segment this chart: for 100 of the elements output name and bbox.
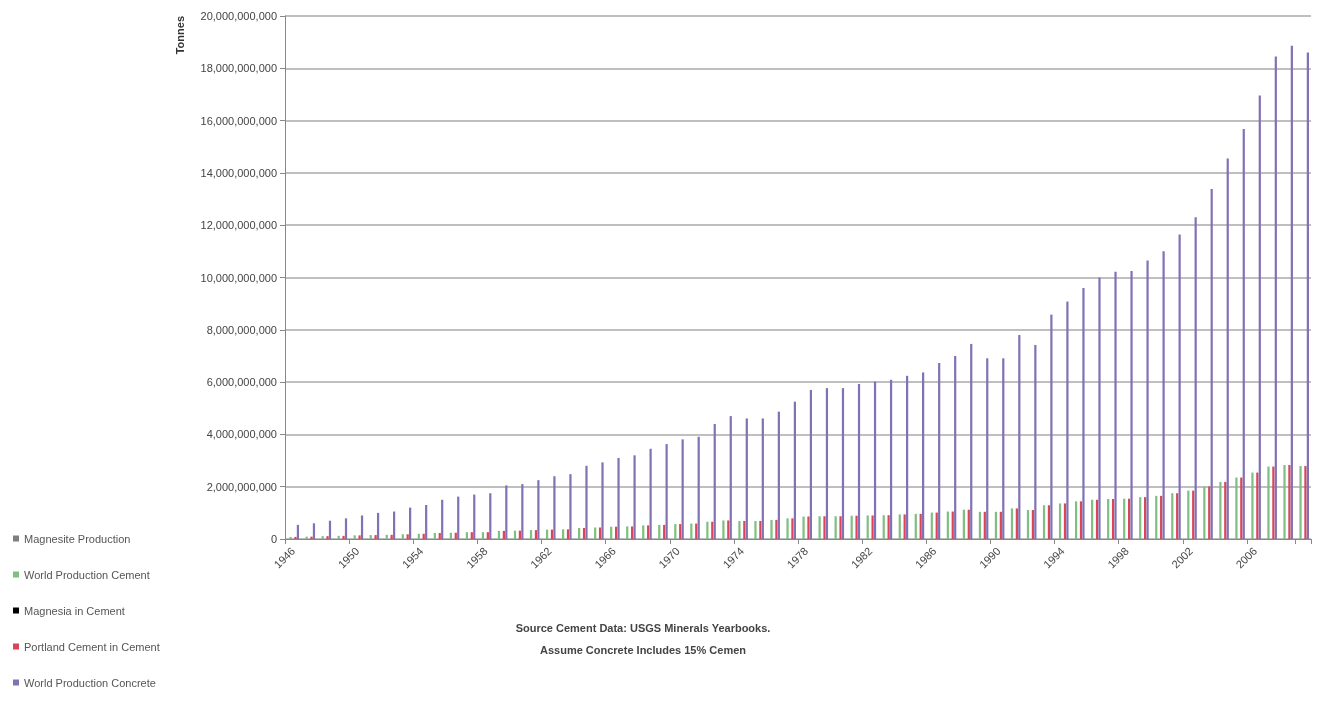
bar xyxy=(1047,505,1051,539)
bar xyxy=(438,532,441,539)
bar xyxy=(674,524,677,539)
bar xyxy=(1042,505,1046,539)
bar xyxy=(823,516,826,539)
bar xyxy=(1219,481,1222,539)
bar xyxy=(791,518,794,539)
bar xyxy=(1146,260,1149,539)
bar xyxy=(839,516,842,539)
bar xyxy=(433,532,436,539)
bar xyxy=(938,363,941,539)
text: Assume Concrete Includes 15% Cemen xyxy=(539,643,747,656)
bar xyxy=(376,512,380,539)
bar xyxy=(310,536,313,539)
bar xyxy=(633,455,636,539)
bar xyxy=(759,520,762,539)
bar xyxy=(738,520,741,539)
bar xyxy=(1155,495,1158,539)
bar xyxy=(922,372,925,539)
bar xyxy=(1160,495,1163,539)
bar xyxy=(807,516,810,539)
bar xyxy=(770,519,773,539)
bar xyxy=(1208,486,1211,539)
bar xyxy=(1306,52,1309,539)
y-tick-label: 4,000,000,000 xyxy=(206,428,277,441)
bar xyxy=(1066,301,1069,539)
bar xyxy=(294,536,297,539)
bar xyxy=(1144,497,1147,539)
bar xyxy=(745,418,748,539)
bar xyxy=(626,526,629,539)
bar xyxy=(1274,56,1277,539)
bar xyxy=(305,536,308,539)
bar xyxy=(857,383,861,539)
bar xyxy=(1063,503,1067,539)
bar xyxy=(1235,477,1238,539)
bar xyxy=(855,515,858,539)
bar xyxy=(871,515,874,539)
bar xyxy=(970,343,973,539)
bar xyxy=(898,514,901,539)
bar xyxy=(534,530,538,539)
bar xyxy=(486,532,489,539)
bar xyxy=(358,535,361,539)
legend-label: World Production Cement xyxy=(24,568,150,581)
bar xyxy=(802,516,805,539)
bar xyxy=(786,518,789,539)
bar xyxy=(761,418,764,539)
bar xyxy=(642,525,645,539)
bar xyxy=(841,388,845,539)
bar xyxy=(834,516,837,539)
bar xyxy=(489,493,492,539)
bar xyxy=(1018,335,1021,539)
bar xyxy=(296,524,300,539)
bar xyxy=(679,524,682,539)
bar xyxy=(360,515,364,539)
bar xyxy=(529,530,533,539)
bar xyxy=(312,523,316,539)
y-tick-label: 10,000,000,000 xyxy=(200,271,277,284)
bar xyxy=(1251,472,1254,539)
bar xyxy=(882,515,885,539)
bar xyxy=(1267,466,1270,539)
bar xyxy=(954,355,957,539)
y-tick-label: 20,000,000,000 xyxy=(200,10,277,22)
y-axis-title: Tonnes xyxy=(173,16,186,55)
bar xyxy=(561,529,565,539)
legend-label: Magnesite Production xyxy=(24,532,131,545)
bar xyxy=(1002,358,1005,539)
bar xyxy=(289,536,292,539)
bar xyxy=(665,444,668,539)
y-tick-label: 6,000,000,000 xyxy=(206,376,277,389)
bar xyxy=(658,524,661,539)
bar xyxy=(344,518,348,539)
bar xyxy=(1095,499,1099,539)
bar xyxy=(1098,277,1101,539)
bar xyxy=(1074,501,1078,539)
bar xyxy=(631,526,634,539)
bar xyxy=(1288,465,1291,539)
legend-label: Magnesia in Cement xyxy=(24,604,125,617)
source-note: Source Cement Data: USGS Minerals Yearbooks. xyxy=(515,621,771,634)
bar xyxy=(1091,499,1094,539)
bar xyxy=(1203,486,1206,539)
bar xyxy=(1299,466,1302,539)
bar xyxy=(1210,189,1213,539)
bar xyxy=(470,532,473,539)
bar xyxy=(1139,497,1142,539)
bar xyxy=(441,499,444,539)
bar xyxy=(594,527,597,539)
bar xyxy=(681,439,684,539)
y-tick-label: 0 xyxy=(270,533,277,545)
bar xyxy=(342,535,345,539)
legend-label: World Production Concrete xyxy=(24,676,156,689)
bar xyxy=(647,525,650,539)
bar xyxy=(1010,508,1014,539)
bar xyxy=(1015,508,1018,539)
bar xyxy=(1283,465,1286,539)
bar xyxy=(887,515,890,539)
bar xyxy=(1130,270,1133,539)
bar xyxy=(537,480,540,539)
bar xyxy=(465,532,469,539)
bar xyxy=(598,527,602,539)
bar xyxy=(1176,493,1179,539)
